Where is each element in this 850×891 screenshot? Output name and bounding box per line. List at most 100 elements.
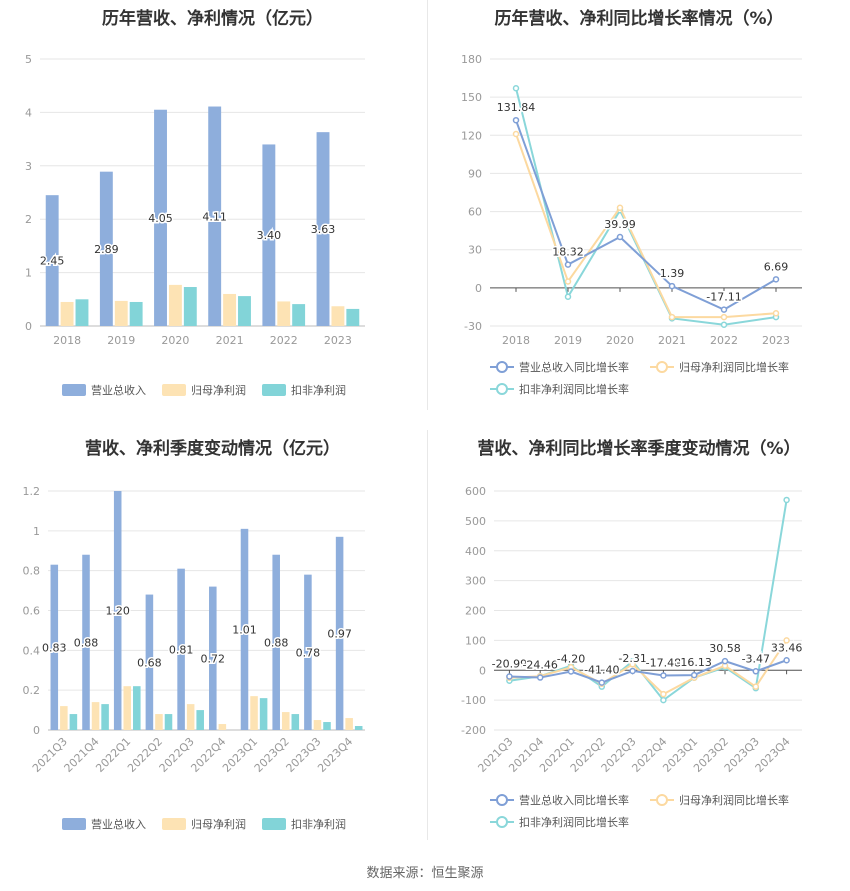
legend-marker <box>496 794 508 806</box>
y-tick-label: 30 <box>468 244 482 257</box>
legend-marker <box>496 816 508 828</box>
data-label: 0.78 <box>296 646 321 659</box>
data-point <box>660 690 667 698</box>
y-tick-label: 1 <box>25 267 32 280</box>
legend-marker <box>656 794 668 806</box>
data-label: -20.99 <box>492 658 527 671</box>
data-label: -41.40 <box>584 664 619 677</box>
data-point <box>772 276 780 283</box>
y-tick-label: 1.2 <box>23 485 41 498</box>
legend-marker <box>496 361 508 373</box>
bar-deducted-profit <box>259 698 268 730</box>
data-point <box>720 321 728 328</box>
x-tick-label: 2020 <box>606 334 634 347</box>
legend-swatch <box>62 818 86 830</box>
data-point <box>512 84 520 92</box>
y-tick-label: 600 <box>465 485 486 498</box>
bar-revenue <box>209 586 217 730</box>
chart-title: 历年营收、净利情况（亿元） <box>102 9 323 29</box>
x-tick-label: 2022 <box>270 334 298 347</box>
legend-label: 营业总收入 <box>91 817 146 831</box>
x-tick-label: 2023 <box>324 334 352 347</box>
quarterly-growth-svg: -200-10001002003004005006002021Q32021Q42… <box>461 485 804 829</box>
bar-deducted-profit <box>183 287 197 326</box>
chart-title: 营收、净利同比增长率季度变动情况（%） <box>477 439 801 459</box>
data-label: -24.46 <box>522 659 557 672</box>
bar-net-profit <box>168 284 182 326</box>
bar-revenue <box>262 144 276 326</box>
data-label: 0.68 <box>137 656 162 669</box>
bar-revenue <box>45 195 59 326</box>
y-tick-label: 500 <box>465 515 486 528</box>
legend-swatch <box>162 384 186 396</box>
bar-deducted-profit <box>354 726 363 730</box>
legend-label: 归母净利润 <box>191 383 246 397</box>
data-point <box>616 204 624 212</box>
data-label: 1.39 <box>660 267 685 280</box>
data-label: -17.11 <box>706 291 741 304</box>
data-label: -2.31 <box>618 652 646 665</box>
annual-revenue-svg: 0 1 2 3 4 5 2.45 2018 2.89 2019 4.05 2020 4.11 2021 3.… <box>25 53 365 397</box>
data-label: 0.88 <box>74 636 99 649</box>
data-point <box>668 313 676 321</box>
y-tick-label: 180 <box>461 53 482 66</box>
data-point <box>512 130 520 138</box>
bar-revenue <box>272 554 280 730</box>
data-label: 4.05 <box>148 212 173 225</box>
data-point <box>752 683 760 690</box>
data-label: 2.89 <box>94 243 119 256</box>
series-line-deducted-profit <box>515 88 777 326</box>
y-tick-label: 0.6 <box>23 605 41 618</box>
bar-revenue <box>113 491 122 730</box>
bar-net-profit <box>123 686 132 730</box>
data-point <box>668 282 676 290</box>
legend-swatch <box>62 384 86 396</box>
data-label: 39.99 <box>604 218 636 231</box>
y-tick-label: 0.8 <box>23 565 41 578</box>
bar-deducted-profit <box>292 304 306 326</box>
data-point <box>564 293 572 301</box>
data-point <box>567 668 575 675</box>
data-label: 18.32 <box>552 246 584 259</box>
data-label: 3.63 <box>311 223 336 236</box>
y-tick-label: -200 <box>461 724 486 737</box>
data-label: 4.11 <box>202 210 227 223</box>
bar-revenue <box>304 574 312 730</box>
data-label: 6.69 <box>764 260 789 273</box>
data-label: 0.97 <box>327 627 352 640</box>
data-point <box>564 278 572 285</box>
y-tick-label: 90 <box>468 167 482 180</box>
x-tick-label: 2021 <box>658 334 686 347</box>
bar-revenue <box>240 528 249 730</box>
legend-label: 归母净利润同比增长率 <box>679 360 789 374</box>
y-tick-label: 3 <box>25 160 32 173</box>
legend-label: 扣非净利润同比增长率 <box>519 382 629 396</box>
bar-deducted-profit <box>75 299 89 326</box>
series-line-net-profit <box>509 639 788 696</box>
data-label: -4.20 <box>557 653 585 666</box>
bar-net-profit <box>218 724 227 730</box>
legend-swatch <box>262 384 286 396</box>
bar-revenue <box>177 568 185 730</box>
legend-label: 归母净利润同比增长率 <box>679 793 789 807</box>
annual-growth-svg: -30 0 30 60 90 120 150 180 2018 2019 2020 2021 2022 2… <box>461 53 802 396</box>
data-label: -16.13 <box>676 656 711 669</box>
legend-label: 营业总收入同比增长率 <box>519 793 629 807</box>
legend-label: 扣非净利润 <box>291 817 346 831</box>
bar-net-profit <box>155 714 163 730</box>
y-tick-label: 150 <box>461 91 482 104</box>
panel-divider <box>427 0 428 410</box>
quarterly-revenue-chart: 营收、净利季度变动情况（亿元） 0 0.2 0.4 0.6 0.8 1 1.2 0.83 202… <box>0 428 425 858</box>
y-tick-label: 400 <box>465 545 486 558</box>
y-tick-label: 300 <box>465 575 486 588</box>
annual-revenue-chart: 历年营收、净利情况（亿元） 0 1 2 3 4 5 2.45 2018 2.89 2019 4.05… <box>0 0 425 420</box>
bar-net-profit <box>345 718 353 730</box>
y-tick-label: 1 <box>33 525 40 538</box>
data-point <box>506 673 513 680</box>
data-point <box>720 306 728 313</box>
y-tick-label: 0.2 <box>23 684 41 697</box>
data-point <box>783 496 790 504</box>
data-point <box>536 674 544 681</box>
data-point <box>721 657 729 665</box>
data-point <box>616 233 624 241</box>
